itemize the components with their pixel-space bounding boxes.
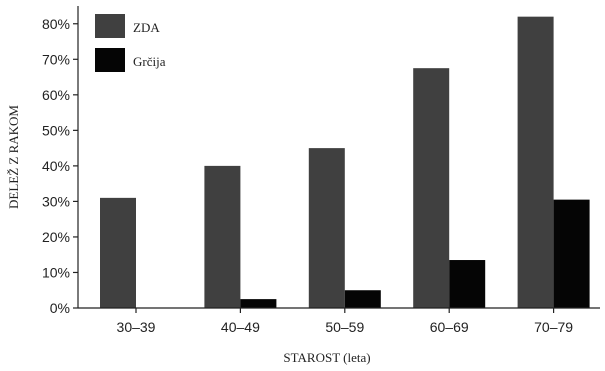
y-axis-ticks: 0% 10% 20% 30% 40% 50% 60% 70% 80% — [42, 16, 78, 316]
bar-zda-1 — [100, 197, 136, 308]
y-tick-label: 70% — [42, 51, 70, 67]
y-tick-label: 30% — [42, 193, 70, 209]
y-axis-title: DELEŽ Z RAKOM — [6, 105, 21, 209]
legend-swatch — [95, 14, 125, 38]
y-tick-label: 0% — [50, 300, 70, 316]
y-tick-label: 20% — [42, 229, 70, 245]
x-tick-label: 40–49 — [221, 319, 260, 335]
y-tick-label: 10% — [42, 264, 70, 280]
bar-zda-2 — [204, 165, 241, 308]
y-tick-label: 40% — [42, 158, 70, 174]
y-tick-label: 60% — [42, 87, 70, 103]
x-tick-label: 60–69 — [430, 319, 469, 335]
x-axis-ticks: 30–39 40–49 50–59 60–69 70–79 — [117, 308, 573, 335]
x-axis-title: STAROST (leta) — [283, 350, 370, 365]
bar-zda-3 — [308, 148, 345, 308]
bar-grcija-2 — [240, 299, 277, 308]
x-tick-label: 70–79 — [534, 319, 573, 335]
y-tick-label: 80% — [42, 16, 70, 32]
bar-grcija-5 — [553, 199, 590, 308]
x-tick-label: 50–59 — [325, 319, 364, 335]
legend-label: Grčija — [133, 54, 166, 69]
bar-grcija-4 — [449, 260, 486, 308]
legend: ZDA Grčija — [95, 14, 166, 72]
x-tick-label: 30–39 — [117, 319, 156, 335]
legend-swatch — [95, 48, 125, 72]
y-tick-label: 50% — [42, 122, 70, 138]
bars-layer — [100, 16, 590, 309]
legend-label: ZDA — [133, 20, 160, 35]
bar-zda-5 — [517, 16, 554, 309]
bar-grcija-3 — [344, 290, 381, 308]
bar-zda-4 — [413, 68, 450, 308]
